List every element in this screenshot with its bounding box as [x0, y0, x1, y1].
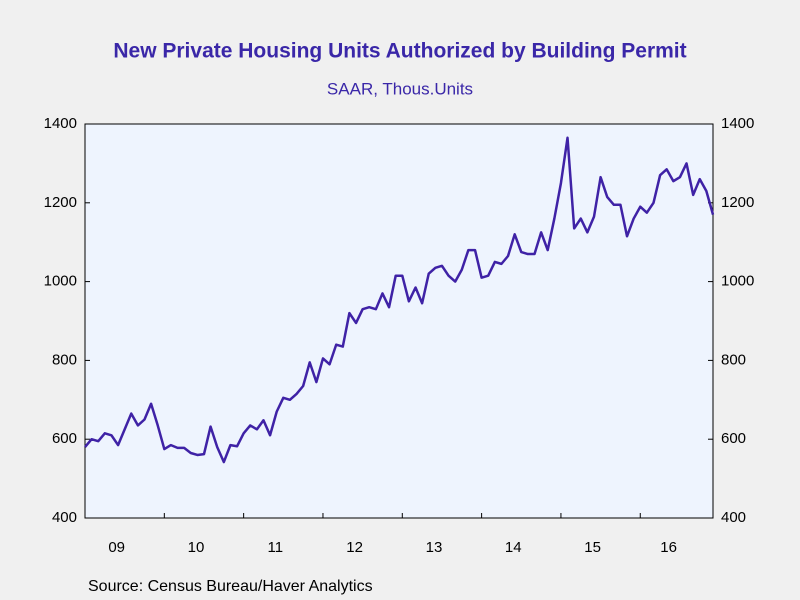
x-tick-label: 16 [660, 539, 677, 556]
data-line [84, 136, 715, 464]
x-tick-label: 13 [426, 539, 443, 556]
y-tick-label: 400 [52, 509, 77, 526]
y2-tick-label: 1000 [721, 273, 754, 290]
plot-area [84, 123, 714, 519]
y-tick-label: 1200 [44, 194, 77, 211]
y2-tick-label: 400 [721, 509, 746, 526]
x-tick-label: 14 [505, 539, 522, 556]
x-tick-label: 15 [584, 539, 601, 556]
y-tick-label: 600 [52, 430, 77, 447]
y-tick-label: 800 [52, 351, 77, 368]
y2-tick-label: 1400 [721, 115, 754, 132]
x-tick-label: 12 [346, 539, 363, 556]
y2-tick-label: 600 [721, 430, 746, 447]
source-note: Source: Census Bureau/Haver Analytics [88, 578, 373, 595]
chart-subtitle: SAAR, Thous.Units [327, 79, 473, 98]
x-tick-label: 09 [108, 539, 125, 556]
x-tick-label: 10 [188, 539, 205, 556]
y2-tick-label: 1200 [721, 194, 754, 211]
y-tick-label: 1400 [44, 115, 77, 132]
x-tick-label: 11 [268, 539, 284, 556]
y-tick-label: 1000 [44, 273, 77, 290]
y2-tick-label: 800 [721, 351, 746, 368]
chart-title: New Private Housing Units Authorized by … [113, 40, 686, 63]
